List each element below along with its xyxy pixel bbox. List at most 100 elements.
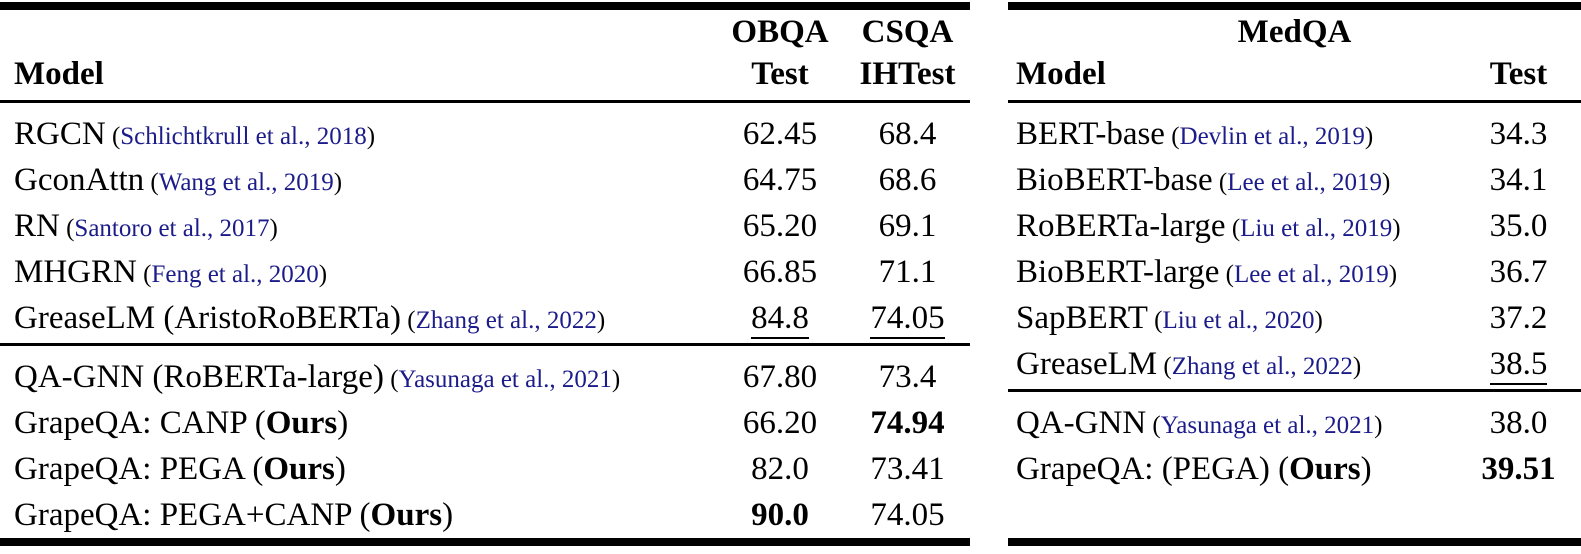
- citation-link[interactable]: Devlin et al., 2019: [1179, 123, 1365, 150]
- citation: (Zhang et al., 2022): [1157, 353, 1361, 380]
- table-row: QA-GNN (RoBERTa-large) (Yasunaga et al.,…: [0, 354, 970, 400]
- citation-open-paren: (: [1147, 307, 1163, 334]
- citation-close-paren: ): [1392, 215, 1401, 242]
- model-name: SapBERT: [1016, 300, 1148, 336]
- ours-tag: (Ours): [351, 497, 454, 533]
- citation-close-paren: ): [596, 307, 606, 334]
- header-obqa-test: OBQA Test: [715, 11, 845, 95]
- score-value: 68.6: [878, 162, 937, 198]
- model-cell: GrapeQA: (PEGA) (Ours): [1008, 446, 1456, 492]
- citation-open-paren: (: [1146, 412, 1161, 439]
- score-cell: 67.80: [715, 354, 845, 400]
- citation-link[interactable]: Yasunaga et al., 2021: [1160, 412, 1375, 439]
- citation-link[interactable]: Feng et al., 2020: [151, 261, 319, 288]
- citation: (Schlichtkrull et al., 2018): [106, 123, 375, 150]
- citation: (Liu et al., 2020): [1148, 307, 1323, 334]
- table-row: GconAttn (Wang et al., 2019) 64.75 68.6: [0, 157, 970, 203]
- model-cell: GconAttn (Wang et al., 2019): [0, 157, 715, 206]
- model-name: BERT-base: [1016, 116, 1165, 152]
- citation-close-paren: ): [318, 261, 328, 288]
- model-cell: GrapeQA: PEGA+CANP (Ours): [0, 492, 715, 538]
- citation-close-paren: ): [333, 169, 343, 196]
- model-name: RN: [14, 208, 60, 244]
- table-row: BERT-base (Devlin et al., 2019) 34.3: [1008, 111, 1581, 157]
- baseline-models-section: RGCN (Schlichtkrull et al., 2018) 62.45 68…: [0, 103, 970, 343]
- citation-link[interactable]: Lee et al., 2019: [1233, 261, 1389, 288]
- model-name: GrapeQA: PEGA: [14, 451, 245, 487]
- score-value: 74.94: [870, 405, 945, 441]
- score-value: 34.3: [1489, 116, 1548, 152]
- model-cell: RGCN (Schlichtkrull et al., 2018): [0, 111, 715, 160]
- model-cell: BioBERT-large (Lee et al., 2019): [1008, 249, 1456, 298]
- citation: (Devlin et al., 2019): [1165, 123, 1373, 150]
- score-cell: 62.45: [715, 111, 845, 157]
- model-cell: BERT-base (Devlin et al., 2019): [1008, 111, 1456, 160]
- obqa-csqa-results-table: Model OBQA Test CSQA IHTest RGCN (Schlic…: [0, 2, 970, 546]
- citation: (Santoro et al., 2017): [60, 215, 278, 242]
- score-value: 68.4: [878, 116, 937, 152]
- section-divider-rule: [1008, 389, 1581, 392]
- model-name: GreaseLM (AristoRoBERTa): [14, 300, 402, 336]
- citation-close-paren: ): [1314, 307, 1323, 334]
- score-cell: 38.5: [1456, 341, 1581, 387]
- score-cell: 66.85: [715, 249, 845, 295]
- citation: (Wang et al., 2019): [144, 169, 342, 196]
- table-row: SapBERT (Liu et al., 2020) 37.2: [1008, 295, 1581, 341]
- citation-link[interactable]: Yasunaga et al., 2021: [398, 366, 612, 393]
- citation-link[interactable]: Zhang et al., 2022: [415, 307, 597, 334]
- score-cell: 69.1: [845, 203, 970, 249]
- header-medqa-group: MedQA: [1237, 14, 1352, 50]
- model-cell: MHGRN (Feng et al., 2020): [0, 249, 715, 298]
- citation-link[interactable]: Zhang et al., 2022: [1171, 353, 1353, 380]
- citation-link[interactable]: Liu et al., 2020: [1162, 307, 1315, 334]
- score-cell: 68.4: [845, 111, 970, 157]
- table-row: RoBERTa-large (Liu et al., 2019) 35.0: [1008, 203, 1581, 249]
- model-name: BioBERT-base: [1016, 162, 1213, 198]
- model-name: QA-GNN: [1016, 405, 1147, 441]
- ours-tag: (Ours): [246, 405, 349, 441]
- header-obqa: OBQA: [731, 14, 829, 50]
- model-cell: QA-GNN (RoBERTa-large) (Yasunaga et al.,…: [0, 354, 715, 403]
- citation-link[interactable]: Liu et al., 2019: [1240, 215, 1393, 242]
- citation-close-paren: ): [269, 215, 278, 242]
- header-test: Test: [1489, 56, 1548, 92]
- score-cell: 74.94: [845, 400, 970, 446]
- score-value: 67.80: [742, 359, 818, 395]
- score-value: 90.0: [751, 497, 809, 533]
- table-row: GrapeQA: CANP (Ours) 66.20 74.94: [0, 400, 970, 446]
- table-header: MedQA Model Test: [1008, 10, 1581, 100]
- score-cell: 66.20: [715, 400, 845, 446]
- score-cell: 65.20: [715, 203, 845, 249]
- score-value: 74.05: [870, 300, 945, 339]
- citation: (Feng et al., 2020): [137, 261, 327, 288]
- header-csqa-ihtest: CSQA IHTest: [845, 11, 970, 95]
- table-row: GrapeQA: PEGA (Ours) 82.0 73.41: [0, 446, 970, 492]
- score-cell: 82.0: [715, 446, 845, 492]
- model-name: QA-GNN (RoBERTa-large): [14, 359, 384, 395]
- score-value: 65.20: [742, 208, 818, 244]
- citation-link[interactable]: Wang et al., 2019: [158, 169, 334, 196]
- ours-label: Ours: [1289, 451, 1361, 487]
- section-divider-rule: [0, 343, 970, 346]
- header-obqa-split: Test: [751, 56, 809, 92]
- score-value: 38.0: [1489, 405, 1548, 441]
- ours-label: Ours: [263, 451, 335, 487]
- score-value: 37.2: [1489, 300, 1548, 336]
- ours-label: Ours: [370, 497, 443, 533]
- ours-tag: (Ours): [244, 451, 346, 487]
- table-row: RN (Santoro et al., 2017) 65.20 69.1: [0, 203, 970, 249]
- model-cell: GrapeQA: PEGA (Ours): [0, 446, 715, 492]
- citation-link[interactable]: Schlichtkrull et al., 2018: [120, 123, 367, 150]
- score-value: 36.7: [1489, 254, 1548, 290]
- table-row: GreaseLM (Zhang et al., 2022) 38.5: [1008, 341, 1581, 387]
- citation-close-paren: ): [611, 366, 621, 393]
- citation-link[interactable]: Lee et al., 2019: [1227, 169, 1383, 196]
- model-name: GrapeQA: CANP: [14, 405, 247, 441]
- citation-close-paren: ): [1382, 169, 1391, 196]
- score-cell: 35.0: [1456, 203, 1581, 249]
- model-name: BioBERT-large: [1016, 254, 1220, 290]
- citation-link[interactable]: Santoro et al., 2017: [74, 215, 270, 242]
- header-model: Model: [14, 56, 104, 92]
- header-rule: [1008, 100, 1581, 103]
